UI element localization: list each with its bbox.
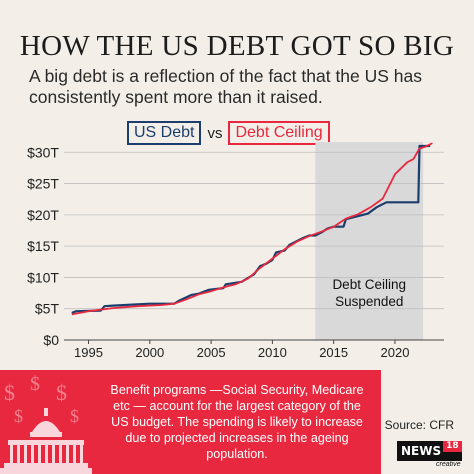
y-tick-label: $5T bbox=[35, 301, 60, 317]
y-tick-label: $10T bbox=[27, 269, 59, 285]
svg-text:$: $ bbox=[56, 380, 67, 405]
shaded-region-label: Suspended bbox=[335, 294, 403, 309]
y-tick-label: $30T bbox=[27, 144, 59, 160]
shaded-region-label: Debt Ceiling bbox=[332, 277, 406, 292]
chart-subtitle: A big debt is a reflection of the fact t… bbox=[29, 66, 423, 107]
legend: US Debt vs Debt Ceiling bbox=[127, 121, 330, 145]
x-tick-label: 1995 bbox=[74, 345, 103, 360]
legend-vs: vs bbox=[207, 124, 223, 142]
line-chart: $0 $5T $10T $15T $20T $25T $30T 1995 2000 2005 201… bbox=[27, 142, 444, 360]
capitol-building-icon: $ $ $ $ $ bbox=[0, 373, 92, 474]
legend-debt-ceiling: Debt Ceiling bbox=[228, 121, 330, 145]
x-tick-label: 2000 bbox=[135, 345, 164, 360]
y-tick-label: $0 bbox=[43, 332, 59, 348]
series-line-debt-ceiling bbox=[71, 142, 433, 316]
svg-text:$: $ bbox=[4, 380, 15, 405]
svg-text:$: $ bbox=[30, 373, 40, 395]
x-tick-label: 2005 bbox=[197, 345, 226, 360]
chart-title: HOW THE US DEBT GOT SO BIG bbox=[19, 30, 455, 62]
y-tick-label: $20T bbox=[27, 207, 59, 223]
x-tick-label: 2020 bbox=[381, 345, 410, 360]
y-tick-label: $25T bbox=[27, 176, 59, 192]
brand-sub: creative bbox=[436, 461, 461, 468]
legend-us-debt: US Debt bbox=[127, 121, 202, 145]
svg-text:$: $ bbox=[14, 406, 23, 426]
x-tick-label: 2015 bbox=[319, 345, 348, 360]
y-tick-label: $15T bbox=[27, 238, 59, 254]
shaded-region bbox=[315, 142, 424, 340]
footer-note: Benefit programs —Social Security, Medic… bbox=[110, 383, 364, 461]
brand-logo: NEWS 18 bbox=[397, 441, 462, 461]
source-credit: Source: CFR bbox=[384, 418, 454, 432]
footer-panel: $ $ $ $ $ Benefit programs —Social Se bbox=[0, 370, 381, 474]
x-tick-label: 2010 bbox=[258, 345, 287, 360]
svg-text:$: $ bbox=[70, 406, 79, 426]
